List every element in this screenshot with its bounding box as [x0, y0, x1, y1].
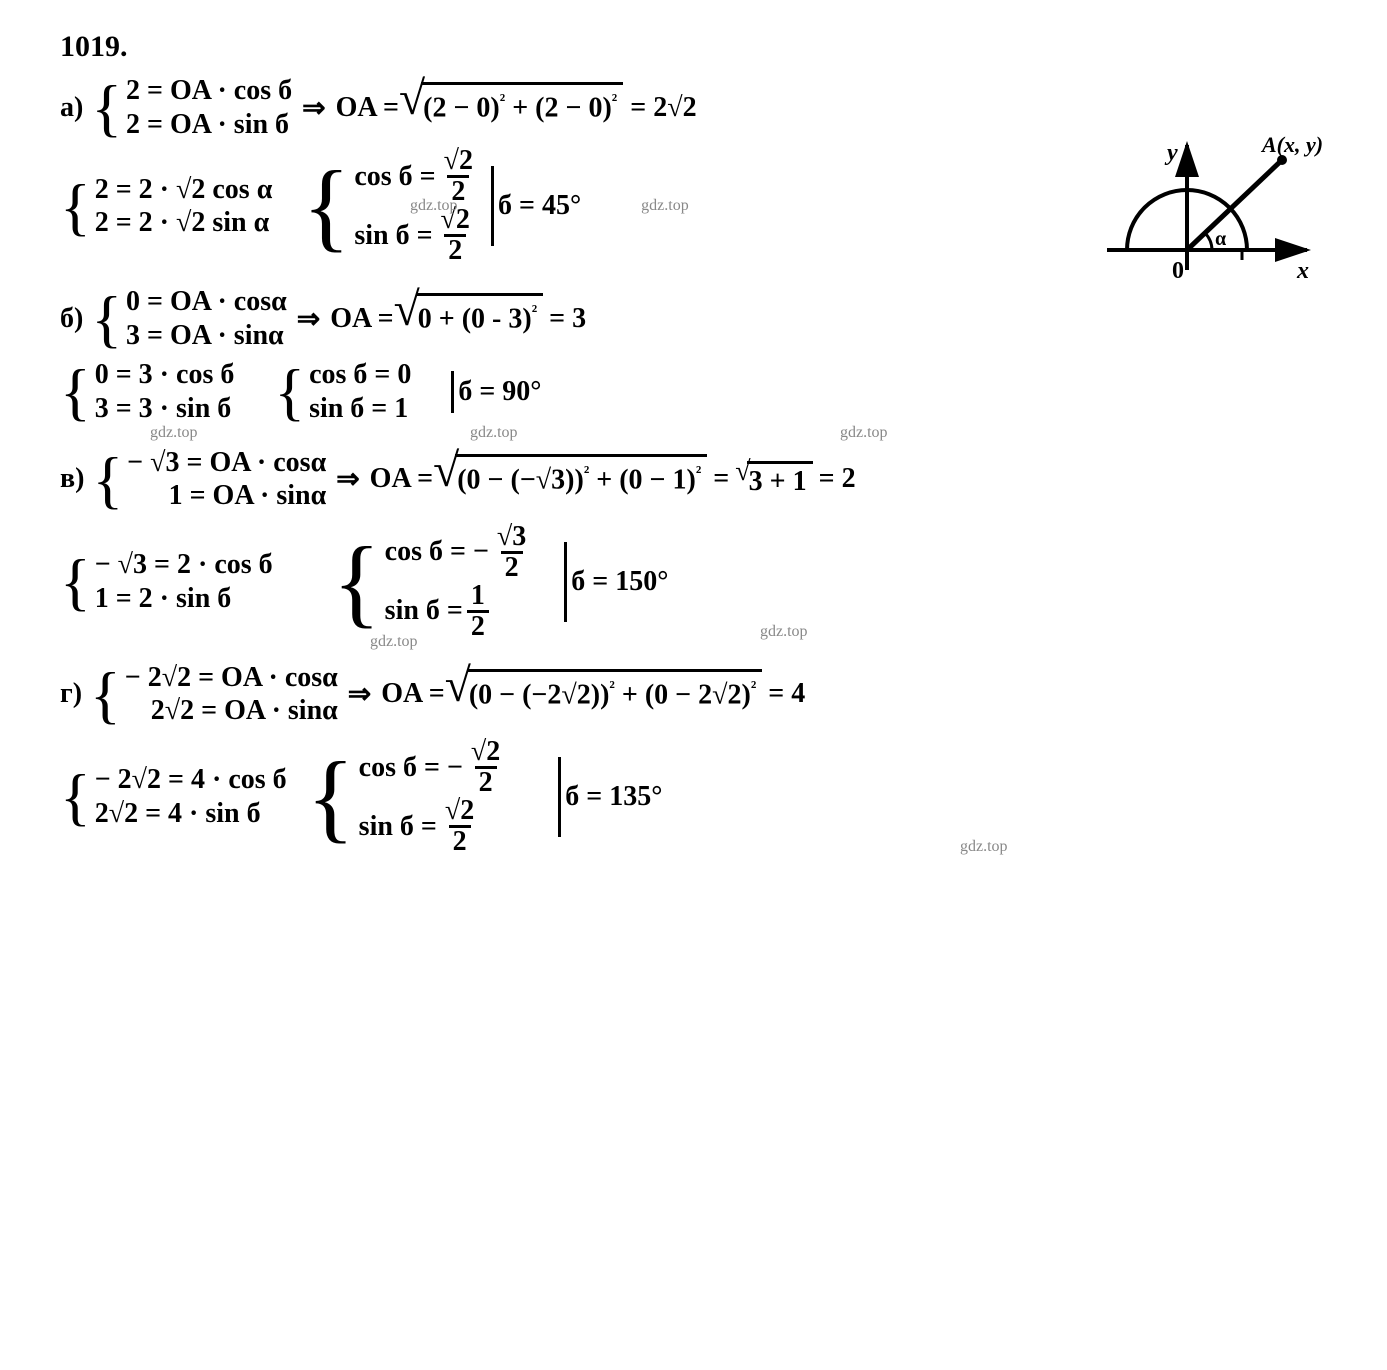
angle-result: б = 150° — [571, 566, 668, 598]
eq: − √3 = 2 · cos б — [95, 548, 273, 582]
system-b2: { 0 = 3 · cos б 3 = 3 · sin б — [60, 358, 234, 425]
brace-icon: { — [302, 171, 350, 241]
arrow-icon: ⇒ — [297, 302, 320, 336]
eq: cos б = 0 — [309, 358, 411, 392]
eq: 2 = OA · cos б — [126, 74, 292, 108]
eq: 0 = OA · cosα — [126, 285, 287, 319]
brace-icon: { — [91, 82, 122, 133]
eq: 2√2 = 4 · sin б — [95, 797, 287, 831]
eq: − √3 = OA · cosα — [127, 446, 326, 480]
eq: 2 = 2 · √2 cos α — [95, 173, 273, 207]
part-d-label: г) — [60, 678, 82, 710]
arrow-icon: ⇒ — [348, 677, 371, 711]
vbar-icon — [491, 166, 494, 246]
eq: 3 = 3 · sin б — [95, 392, 235, 426]
watermark: gdz.top — [641, 197, 689, 215]
brace-icon: { — [60, 181, 91, 232]
oa-label: OA = — [381, 678, 444, 710]
eq: 2√2 = OA · sinα — [125, 694, 338, 728]
eq: 2 = OA · sin б — [126, 108, 292, 142]
brace-icon: { — [307, 762, 355, 832]
part-c-label: в) — [60, 463, 84, 495]
part-d-line1: г) { − 2√2 = OA · cosα 2√2 = OA · sinα ⇒… — [60, 661, 1327, 728]
eq: 1 = OA · sinα — [127, 479, 326, 513]
system-d2: { − 2√2 = 4 · cos б 2√2 = 4 · sin б — [60, 763, 287, 830]
problem-number: 1019. — [60, 30, 1327, 64]
watermark: gdz.top — [960, 838, 1008, 856]
watermark: gdz.top — [370, 633, 418, 651]
oa-label: OA = — [370, 463, 433, 495]
brace-icon: { — [274, 366, 305, 417]
angle-result: б = 45° — [498, 190, 581, 222]
watermark: gdz.top — [760, 623, 808, 641]
eq: 0 = 3 · cos б — [95, 358, 235, 392]
brace-icon: { — [91, 293, 122, 344]
watermark: gdz.top — [150, 424, 198, 442]
sqrt-expr: √ 3 + 1 — [735, 458, 812, 500]
part-d-line2: { − 2√2 = 4 · cos б 2√2 = 4 · sin б { co… — [60, 738, 1327, 856]
part-a-label: а) — [60, 92, 83, 124]
brace-icon: { — [90, 669, 121, 720]
sqrt-expr: √ (2 − 0)² + (2 − 0)² — [399, 84, 623, 131]
eq: 3 = OA · sinα — [126, 319, 287, 353]
sqrt-expr: √ 0 + (0 - 3)² — [394, 295, 544, 342]
vbar-icon — [451, 371, 454, 413]
oa-label: OA = — [330, 303, 393, 335]
vbar-icon — [564, 542, 567, 622]
vbar-icon — [558, 757, 561, 837]
angle-label: α — [1215, 228, 1226, 250]
system-d1: { − 2√2 = OA · cosα 2√2 = OA · sinα — [90, 661, 338, 728]
part-b-line2: { 0 = 3 · cos б 3 = 3 · sin б { cos б = … — [60, 358, 1327, 425]
sqrt-expr: √ (0 − (−2√2))² + (0 − 2√2)² — [445, 671, 763, 718]
part-c-line2: { − √3 = 2 · cos б 1 = 2 · sin б { cos б… — [60, 523, 1327, 641]
origin-label: 0 — [1172, 258, 1184, 284]
eq: − 2√2 = 4 · cos б — [95, 763, 287, 797]
eq: 2 = 2 · √2 sin α — [95, 206, 273, 240]
y-axis-label: y — [1164, 140, 1178, 166]
oa-result: = 2 — [819, 463, 856, 495]
part-b-label: б) — [60, 303, 83, 335]
brace-icon: { — [60, 366, 91, 417]
coord-diagram: A(x, y) y x 0 α — [1097, 130, 1327, 318]
brace-icon: { — [60, 771, 91, 822]
watermark: gdz.top — [840, 424, 888, 442]
system-c2: { − √3 = 2 · cos б 1 = 2 · sin б — [60, 548, 273, 615]
point-a-label: A(x, y) — [1260, 132, 1323, 157]
watermark: gdz.top — [470, 424, 518, 442]
sqrt-expr: √ (0 − (−√3))² + (0 − 1)² — [433, 456, 707, 503]
eq: sin б = 1 — [309, 392, 411, 426]
angle-result: б = 135° — [565, 781, 662, 813]
system-c1: { − √3 = OA · cosα 1 = OA · sinα — [92, 446, 326, 513]
brace-icon: { — [60, 556, 91, 607]
diagram-svg: A(x, y) y x 0 α — [1097, 130, 1327, 310]
oa-result: = 4 — [768, 678, 805, 710]
arrow-icon: ⇒ — [336, 462, 359, 496]
system-c3: { cos б = − √32 sin б = 12 — [333, 523, 535, 641]
angle-result: б = 90° — [458, 376, 541, 408]
part-c-line1: в) { − √3 = OA · cosα 1 = OA · sinα ⇒ OA… — [60, 446, 1327, 513]
oa-result: = 2√2 — [623, 92, 696, 124]
x-axis-label: x — [1296, 258, 1309, 284]
system-b3: { cos б = 0 sin б = 1 — [274, 358, 411, 425]
oa-result: = 3 — [549, 303, 586, 335]
arrow-icon: ⇒ — [302, 91, 325, 125]
eq: 1 = 2 · sin б — [95, 582, 273, 616]
oa-label: OA = — [336, 92, 399, 124]
system-a1: { 2 = OA · cos б 2 = OA · sin б — [91, 74, 292, 141]
system-a2: { 2 = 2 · √2 cos α 2 = 2 · √2 sin α — [60, 173, 272, 240]
brace-icon: { — [333, 547, 381, 617]
watermark: gdz.top — [410, 197, 458, 215]
system-b1: { 0 = OA · cosα 3 = OA · sinα — [91, 285, 286, 352]
system-d3: { cos б = − √22 sin б = √22 — [307, 738, 509, 856]
brace-icon: { — [92, 454, 123, 505]
eq: − 2√2 = OA · cosα — [125, 661, 338, 695]
